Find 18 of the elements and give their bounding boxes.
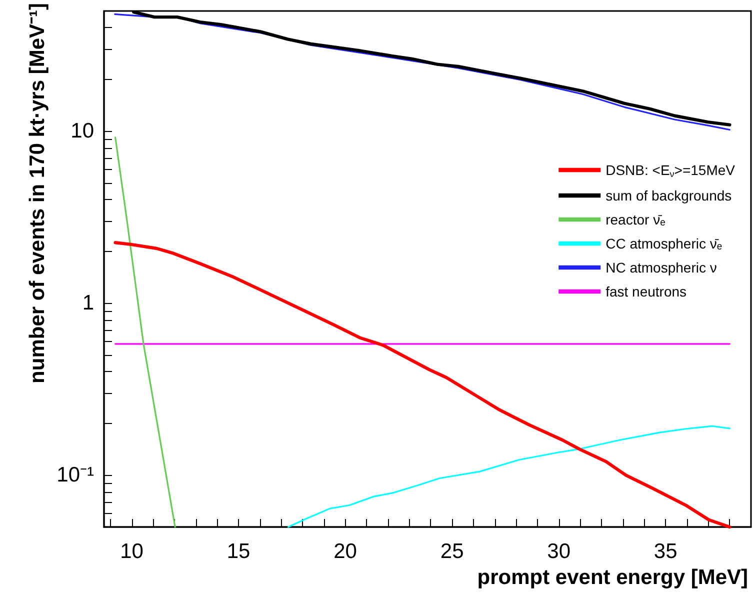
line-series <box>114 136 176 528</box>
y-tick-label: 1 <box>82 292 94 315</box>
line-series <box>287 425 730 528</box>
x-tick-label: 30 <box>547 540 570 563</box>
x-tick-label: 20 <box>334 540 357 563</box>
legend-label: fast neutrons <box>606 284 687 300</box>
y-tick-label: 10⁻¹ <box>56 464 94 487</box>
y-axis-title: number of events in 170 kt·yrs [MeV⁻¹] <box>26 3 49 384</box>
legend-label: NC atmospheric ν <box>606 260 717 276</box>
x-tick-label: 10 <box>120 540 144 563</box>
x-axis-title: prompt event energy [MeV] <box>477 566 748 589</box>
y-tick-label: 10 <box>70 120 94 143</box>
legend-label: CC atmospheric ν̄ₑ <box>606 236 722 252</box>
x-tick-label: 15 <box>226 540 250 563</box>
x-tick-label: 25 <box>440 540 464 563</box>
x-tick-label: 35 <box>654 540 678 563</box>
legend-label: reactor ν̄ₑ <box>606 212 666 228</box>
legend-label: sum of backgrounds <box>606 188 732 204</box>
